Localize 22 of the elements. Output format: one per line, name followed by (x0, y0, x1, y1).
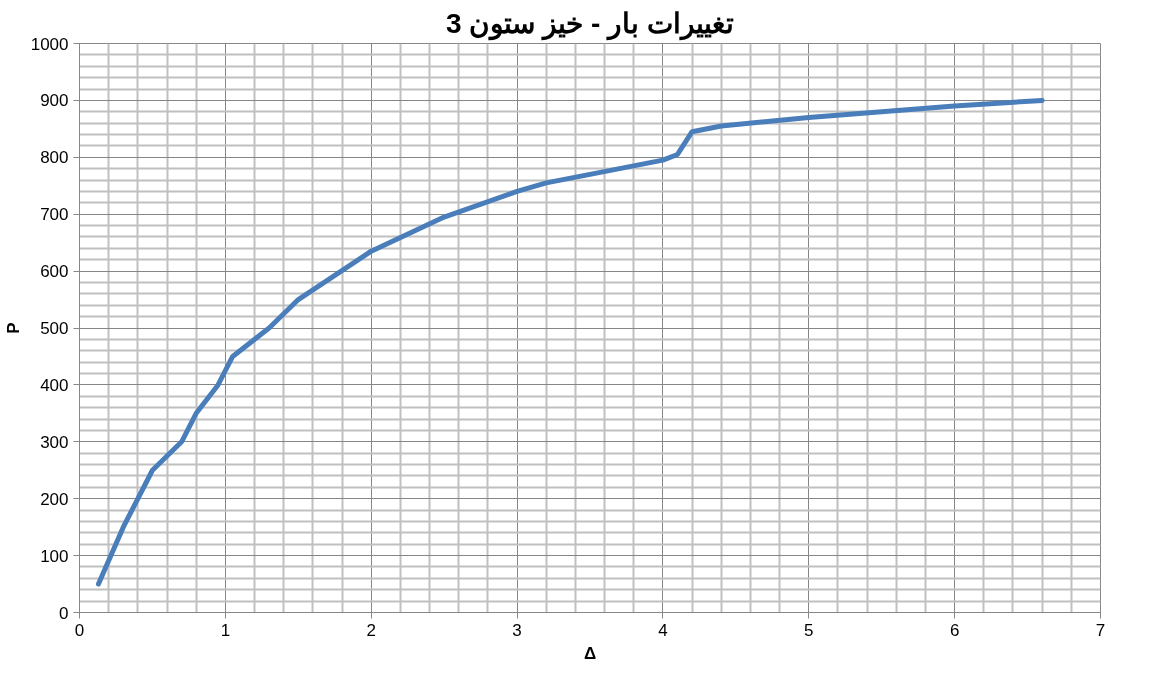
y-axis-title: P (3, 322, 23, 334)
x-tick-label: 4 (658, 620, 668, 640)
y-tick-label: 600 (40, 262, 69, 282)
x-tick-label: 7 (1095, 620, 1106, 640)
y-tick-label: 100 (40, 546, 69, 566)
y-tick-label: 900 (40, 91, 69, 111)
x-tick-label: 5 (804, 620, 814, 640)
y-tick-label: 500 (40, 319, 69, 338)
y-tick-label: 0 (59, 603, 69, 623)
x-axis-title: Δ (583, 643, 597, 663)
y-tick-label: 1000 (30, 34, 69, 54)
y-tick-label: 400 (40, 375, 69, 395)
x-tick-label: 0 (74, 620, 85, 640)
y-tick-label: 200 (40, 489, 69, 509)
x-tick-label: 3 (512, 620, 522, 640)
x-tick-label: 2 (366, 620, 376, 640)
x-tick-label: 1 (220, 620, 231, 640)
y-tick-label: 700 (40, 205, 69, 225)
y-tick-label: 800 (40, 148, 69, 168)
x-tick-label: 6 (949, 620, 960, 640)
chart-title: تغییرات بار - خیز ستون 3 (446, 7, 734, 41)
y-tick-label: 300 (40, 432, 69, 452)
